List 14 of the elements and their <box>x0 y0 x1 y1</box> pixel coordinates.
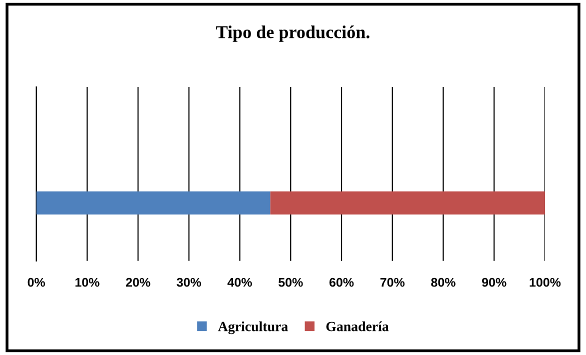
x-tick-label: 70% <box>380 278 405 287</box>
x-tick-label: 40% <box>227 278 252 287</box>
x-tick-label: 100% <box>530 278 561 287</box>
x-tick-label: 80% <box>431 278 456 287</box>
x-tick-label: 10% <box>75 278 100 287</box>
x-tick-label: 20% <box>126 278 150 287</box>
x-tick-label: 30% <box>176 278 202 287</box>
x-tick-label: 60% <box>329 278 354 287</box>
legend-label: Ganadería <box>326 321 389 332</box>
x-tick-label: 50% <box>278 278 303 287</box>
chart-title: Tipo de producción. <box>216 26 370 42</box>
x-tick-label: 0% <box>28 278 46 287</box>
x-tick-label: 90% <box>482 278 506 287</box>
legend-label: Agricultura <box>218 321 288 334</box>
